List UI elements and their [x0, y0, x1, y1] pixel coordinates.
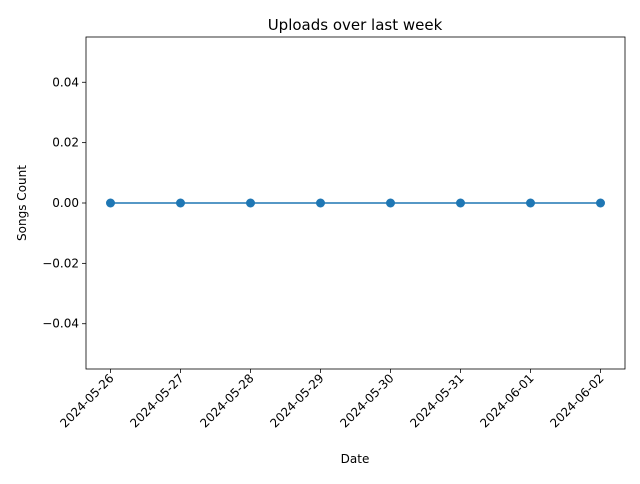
- y-tick-label: −0.04: [42, 317, 79, 331]
- y-tick-label: 0.00: [52, 196, 79, 210]
- y-axis-label: Songs Count: [15, 165, 29, 241]
- data-point: [596, 198, 605, 208]
- y-tick-label: −0.02: [42, 256, 79, 270]
- data-point: [456, 198, 465, 208]
- data-point: [386, 198, 395, 208]
- y-tick-label: 0.04: [52, 75, 79, 89]
- data-point: [176, 198, 185, 208]
- y-tick-label: 0.02: [52, 136, 79, 150]
- data-point: [526, 198, 535, 208]
- data-point: [316, 198, 325, 208]
- data-point: [106, 198, 115, 208]
- data-point: [246, 198, 255, 208]
- x-axis-label: Date: [341, 452, 370, 466]
- chart-title: Uploads over last week: [268, 16, 443, 34]
